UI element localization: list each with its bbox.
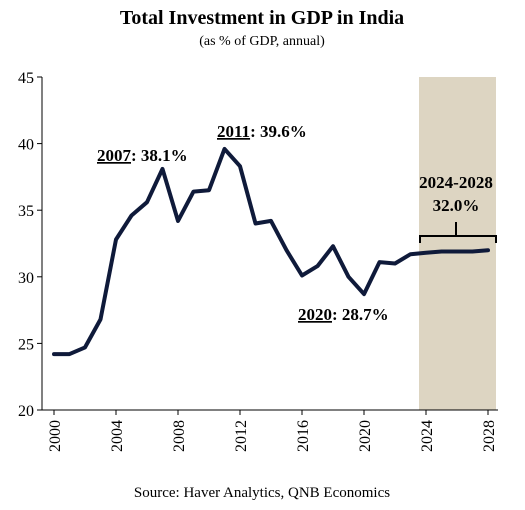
annotation-2020: 2020: 28.7% — [298, 305, 389, 324]
annotation-2007: 2007: 38.1% — [97, 146, 188, 165]
y-tick-label-40: 40 — [18, 137, 34, 154]
x-tick-label-2012: 2012 — [233, 420, 250, 452]
annotation-2020-year: 2020 — [298, 305, 332, 324]
chart-subtitle: (as % of GDP, annual) — [199, 34, 325, 49]
y-tick-label-20: 20 — [18, 403, 34, 420]
y-tick-label-45: 45 — [18, 70, 34, 87]
source-note: Source: Haver Analytics, QNB Economics — [134, 485, 390, 501]
x-tick-label-2020: 2020 — [357, 420, 374, 452]
x-tick-label-2016: 2016 — [295, 420, 312, 452]
forecast-period-band — [419, 77, 496, 410]
y-axis-ticks: 20 25 30 35 40 45 — [18, 70, 42, 420]
annotation-forecast-value: 32.0% — [433, 196, 480, 215]
annotation-2007-year: 2007 — [97, 146, 132, 165]
x-tick-label-2008: 2008 — [171, 420, 188, 452]
annotation-2007-value: 38.1% — [141, 146, 188, 165]
annotation-2011-value: 39.6% — [260, 122, 307, 141]
x-axis-ticks: 2000 2004 2008 2012 2016 2020 2024 2028 — [47, 410, 498, 452]
y-tick-label-25: 25 — [18, 336, 34, 353]
x-tick-label-2028: 2028 — [481, 420, 498, 452]
forecast-bracket — [419, 222, 497, 243]
x-tick-label-2004: 2004 — [109, 420, 126, 452]
annotation-2011: 2011: 39.6% — [217, 122, 307, 141]
y-tick-label-35: 35 — [18, 203, 34, 220]
annotation-2020-value: 28.7% — [342, 305, 389, 324]
annotation-2011-colon: : — [250, 122, 260, 141]
x-tick-label-2000: 2000 — [47, 420, 64, 452]
annotation-2011-year: 2011 — [217, 122, 250, 141]
x-tick-label-2024: 2024 — [419, 420, 436, 452]
annotation-2007-colon: : — [131, 146, 141, 165]
investment-series-line — [52, 146, 490, 357]
annotation-forecast-period: 2024-2028 — [419, 173, 493, 192]
annotation-2020-colon: : — [332, 305, 342, 324]
y-tick-label-30: 30 — [18, 270, 34, 287]
chart-title: Total Investment in GDP in India — [120, 7, 404, 29]
